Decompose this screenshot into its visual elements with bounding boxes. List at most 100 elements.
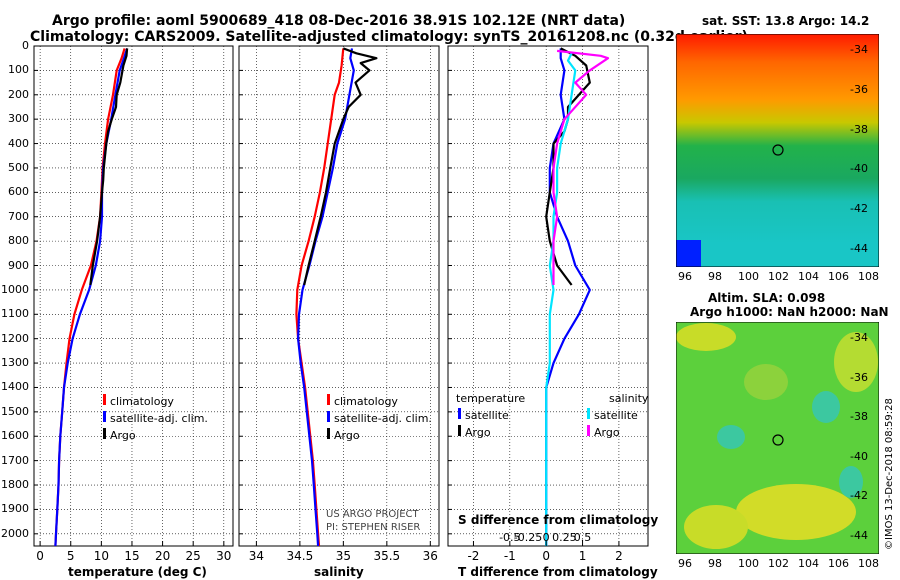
x-tick-label: 10: [94, 549, 109, 563]
series-line: [552, 49, 610, 285]
temperature-plot-frame: [33, 45, 234, 547]
sla-map: [676, 322, 879, 554]
x-tick-label: 34.5: [287, 549, 314, 563]
x-tick-label: 0: [542, 549, 550, 563]
sla-map-blob: [717, 425, 745, 449]
x2-tick-label: 0: [543, 531, 550, 544]
depth-tick-label: 1100: [1, 307, 29, 321]
series-line: [89, 48, 129, 286]
sla-map-blob: [839, 466, 863, 498]
lon-tick-label: 96: [678, 270, 692, 283]
salinity-legend: climatology satellite-adj. clim. Argo: [327, 392, 432, 443]
legend-item-satellite: satellite-adj. clim.: [327, 409, 432, 426]
depth-tick-label: 100: [8, 63, 29, 77]
x-tick-label: 34: [249, 549, 264, 563]
x2-tick-label: -0.25: [514, 531, 542, 544]
lat-tick-label: -40: [850, 162, 868, 176]
credit-line1: US ARGO PROJECT: [326, 509, 419, 520]
s-difference-axis-label: S difference from climatology: [458, 513, 659, 527]
depth-tick-label: 1200: [1, 331, 29, 345]
x-tick-label: 5: [67, 549, 75, 563]
lon-tick-label: 102: [768, 557, 789, 570]
sla-map-blob: [744, 364, 788, 400]
legend-item-climatology: climatology: [103, 392, 208, 409]
sla-map-blob: [676, 323, 736, 351]
argo-location-marker: [772, 434, 784, 446]
legend-item-argo: Argo: [327, 426, 432, 443]
lon-tick-label: 104: [798, 270, 819, 283]
legend-swatch: [103, 411, 106, 422]
depth-tick-label: 800: [8, 234, 29, 248]
depth-tick-label: 400: [8, 136, 29, 150]
depth-tick-label: 300: [8, 112, 29, 126]
credit-line2: PI: STEPHEN RISER: [326, 522, 421, 533]
diff-legend-temperature: satellite Argo: [458, 406, 509, 440]
x-tick-label: 2: [615, 549, 623, 563]
depth-tick-label: 1000: [1, 282, 29, 296]
legend-swatch: [103, 394, 106, 405]
depth-tick-label: 600: [8, 185, 29, 199]
depth-tick-label: 1600: [1, 429, 29, 443]
x-tick-label: 36: [423, 549, 438, 563]
sla-map-title-line1: Altim. SLA: 0.098: [708, 291, 826, 305]
legend-label: climatology: [110, 395, 174, 408]
legend-swatch: [587, 425, 590, 436]
diff-legend-salinity-head: salinity: [609, 392, 649, 405]
depth-tick-label: 2000: [1, 526, 29, 540]
timestamp-container: ©IMOS 13-Dec-2018 08:59:28: [884, 398, 898, 550]
temperature-legend: climatology satellite-adj. clim. Argo: [103, 392, 208, 443]
salinity-plot-frame: [238, 45, 440, 547]
lon-tick-label: 96: [678, 557, 692, 570]
legend-item-satellite: satellite-adj. clim.: [103, 409, 208, 426]
lon-tick-label: 98: [708, 557, 722, 570]
legend-item-sal-argo: Argo: [587, 423, 638, 440]
lat-tick-label: -44: [850, 529, 868, 542]
x2-tick-label: -0.5: [499, 531, 520, 544]
series-line: [54, 48, 129, 547]
credit-text: US ARGO PROJECT PI: STEPHEN RISER: [326, 508, 420, 534]
x2-tick-label: 0.5: [574, 531, 592, 544]
legend-label: Argo: [465, 426, 491, 439]
legend-label: satellite: [594, 409, 638, 422]
legend-swatch: [327, 428, 330, 439]
lat-tick-label: -38: [850, 122, 868, 136]
sla-map-blob: [736, 484, 856, 540]
lat-tick-label: -42: [850, 489, 868, 503]
legend-swatch: [327, 394, 330, 405]
legend-label: satellite-adj. clim.: [334, 412, 432, 425]
lon-tick-label: 98: [708, 270, 722, 283]
legend-item-argo: Argo: [103, 426, 208, 443]
lon-tick-label: 108: [858, 557, 879, 570]
legend-swatch: [327, 411, 330, 422]
x-tick-label: 30: [216, 549, 231, 563]
depth-tick-label: 1400: [1, 380, 29, 394]
sst-map-title: sat. SST: 13.8 Argo: 14.2: [702, 14, 870, 28]
lon-tick-label: 106: [828, 557, 849, 570]
lat-tick-label: -34: [850, 331, 868, 344]
legend-label: Argo: [110, 429, 136, 442]
temperature-axis-label: temperature (deg C): [68, 565, 207, 579]
lon-tick-label: 100: [738, 557, 759, 570]
x-tick-label: 20: [155, 549, 170, 563]
series-line: [303, 47, 378, 286]
x-tick-label: 35.5: [373, 549, 400, 563]
chart-title-line1: Argo profile: aoml 5900689_418 08-Dec-20…: [52, 13, 626, 29]
x-tick-label: 25: [186, 549, 201, 563]
lat-tick-label: -36: [850, 370, 868, 384]
legend-swatch: [458, 408, 461, 419]
lat-tick-label: -44: [850, 242, 868, 255]
legend-item-sal-satellite: satellite: [587, 406, 638, 423]
legend-label: climatology: [334, 395, 398, 408]
legend-label: Argo: [334, 429, 360, 442]
x-tick-label: 35: [336, 549, 351, 563]
x-tick-label: -2: [467, 549, 479, 563]
series-line: [545, 52, 577, 546]
depth-tick-label: 1300: [1, 356, 29, 370]
sla-map-blob: [834, 332, 878, 392]
lon-tick-label: 108: [858, 270, 879, 283]
lon-tick-label: 100: [738, 270, 759, 283]
sst-map-cold-patch: [676, 240, 701, 267]
legend-label: satellite: [465, 409, 509, 422]
lat-tick-label: -38: [850, 410, 868, 424]
depth-tick-label: 900: [8, 258, 29, 272]
